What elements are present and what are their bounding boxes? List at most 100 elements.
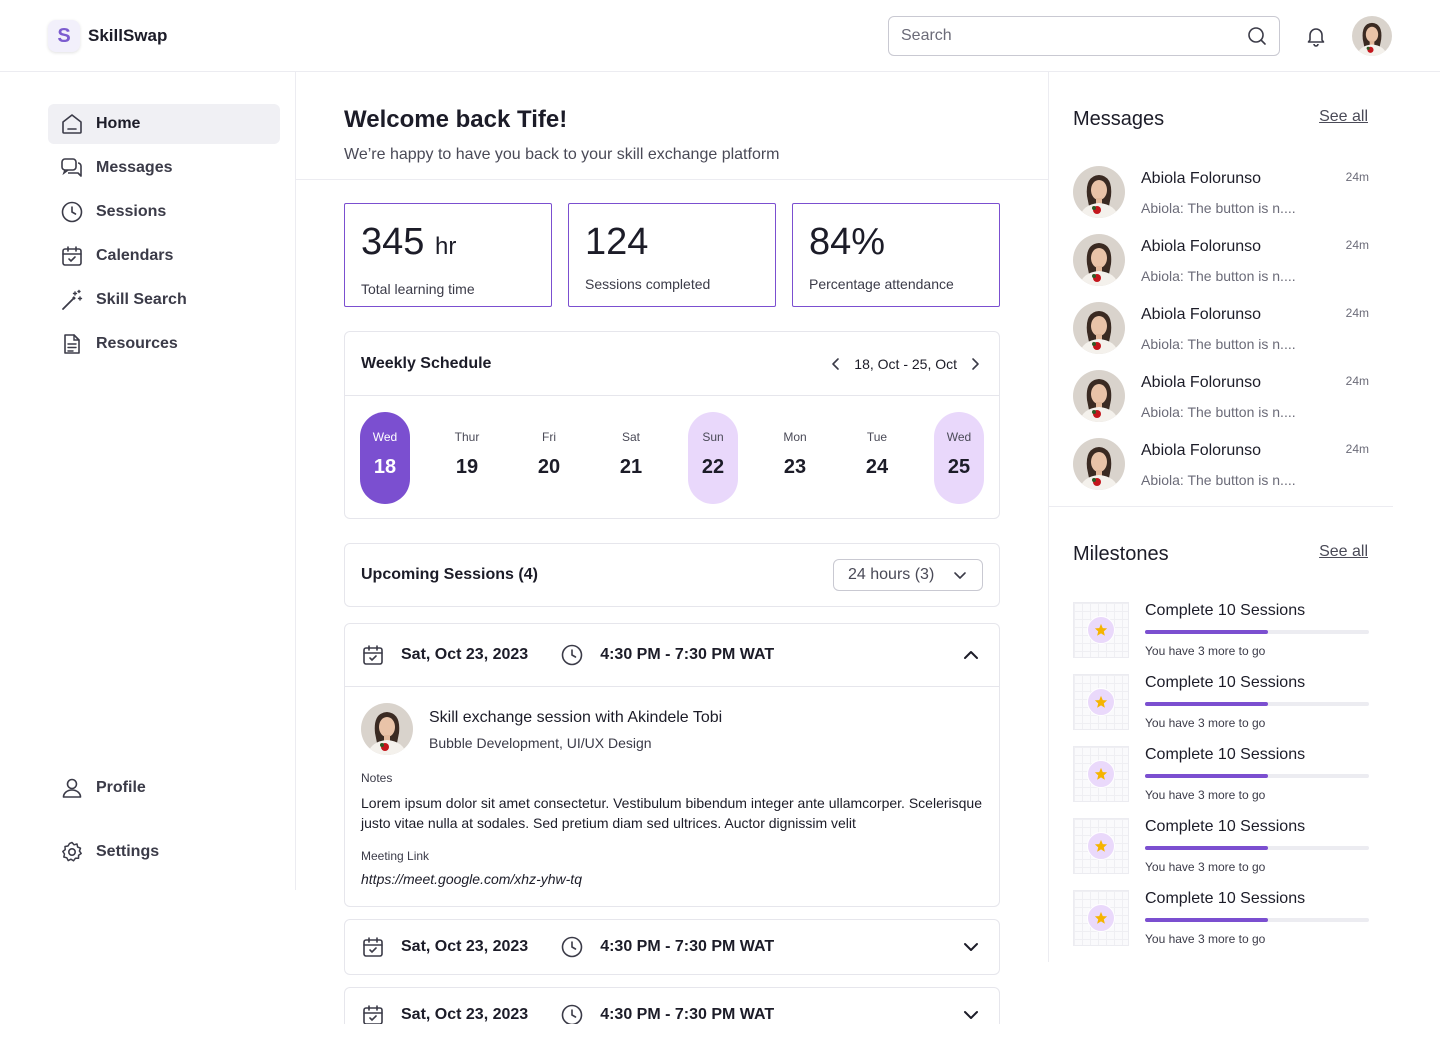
user-avatar[interactable]: [1352, 16, 1392, 56]
right-panel: Messages See all Abiola Folorunso Abiola…: [1048, 72, 1440, 962]
message-item[interactable]: Abiola Folorunso Abiola: The button is n…: [1073, 438, 1369, 494]
avatar: [1073, 302, 1125, 354]
milestone-item[interactable]: Complete 10 Sessions You have 3 more to g…: [1073, 674, 1369, 732]
day-date: 23: [783, 456, 807, 478]
calendar-icon: [361, 643, 385, 667]
message-time: 24m: [1345, 374, 1369, 388]
gear-icon: [60, 840, 84, 864]
day-name: Mon: [783, 430, 807, 444]
day-name: Sun: [702, 430, 724, 444]
session-card: Sat, Oct 23, 2023 4:30 PM - 7:30 PM WAT: [344, 919, 1000, 975]
sidebar-item-profile[interactable]: Profile: [48, 768, 280, 808]
search-input[interactable]: [901, 27, 1247, 45]
message-time: 24m: [1345, 238, 1369, 252]
milestone-subtitle: You have 3 more to go: [1145, 932, 1266, 946]
clock-icon: [60, 200, 84, 224]
day-item[interactable]: Fri 20: [524, 412, 574, 504]
milestone-item[interactable]: Complete 10 Sessions You have 3 more to g…: [1073, 818, 1369, 876]
search-box[interactable]: [888, 16, 1280, 56]
chevron-down-icon[interactable]: [961, 1005, 981, 1024]
time-filter-value: 24 hours (3): [848, 566, 935, 583]
chevron-left-icon[interactable]: [828, 356, 844, 372]
milestone-badge: [1073, 746, 1129, 802]
milestone-subtitle: You have 3 more to go: [1145, 860, 1266, 874]
milestone-item[interactable]: Complete 10 Sessions You have 3 more to g…: [1073, 746, 1369, 804]
session-header[interactable]: Sat, Oct 23, 2023 4:30 PM - 7:30 PM WAT: [345, 988, 999, 1024]
sidebar-item-messages[interactable]: Messages: [48, 148, 280, 188]
session-date: Sat, Oct 23, 2023: [401, 646, 529, 663]
day-name: Wed: [372, 430, 398, 444]
milestone-progress-fill: [1145, 846, 1269, 850]
chevron-down-icon: [952, 567, 968, 583]
chevron-up-icon[interactable]: [961, 645, 981, 665]
message-time: 24m: [1345, 306, 1369, 320]
day-item[interactable]: Sun 22: [688, 412, 738, 504]
avatar: [1073, 438, 1125, 490]
day-item[interactable]: Wed 25: [934, 412, 984, 504]
message-sender: Abiola Folorunso: [1141, 238, 1262, 255]
stat-label: Total learning time: [361, 281, 475, 297]
message-item[interactable]: Abiola Folorunso Abiola: The button is n…: [1073, 302, 1369, 358]
chevron-right-icon[interactable]: [967, 356, 983, 372]
divider: [296, 179, 1048, 180]
avatar: [1073, 166, 1125, 218]
sidebar-item-settings[interactable]: Settings: [48, 832, 280, 872]
milestone-progress-bar: [1145, 846, 1369, 850]
message-item[interactable]: Abiola Folorunso Abiola: The button is n…: [1073, 166, 1369, 222]
sidebar-item-calendars[interactable]: Calendars: [48, 236, 280, 276]
avatar: [1073, 370, 1125, 422]
message-sender: Abiola Folorunso: [1141, 374, 1262, 391]
message-time: 24m: [1345, 442, 1369, 456]
messages-see-all-link[interactable]: See all: [1319, 108, 1368, 125]
day-item[interactable]: Mon 23: [770, 412, 820, 504]
sidebar-item-sessions[interactable]: Sessions: [48, 192, 280, 232]
milestone-item[interactable]: Complete 10 Sessions You have 3 more to g…: [1073, 602, 1369, 660]
sidebar-item-label: Settings: [96, 843, 160, 860]
meeting-link[interactable]: https://meet.google.com/xhz-yhw-tq: [361, 871, 582, 887]
sidebar-item-resources[interactable]: Resources: [48, 324, 280, 364]
search-icon[interactable]: [1247, 26, 1267, 46]
document-icon: [60, 332, 84, 356]
milestone-subtitle: You have 3 more to go: [1145, 716, 1266, 730]
milestone-progress-bar: [1145, 774, 1369, 778]
upcoming-sessions-header: Upcoming Sessions (4) 24 hours (3): [344, 543, 1000, 607]
session-date: Sat, Oct 23, 2023: [401, 1006, 529, 1023]
message-time: 24m: [1345, 170, 1369, 184]
session-header[interactable]: Sat, Oct 23, 2023 4:30 PM - 7:30 PM WAT: [345, 920, 999, 974]
avatar: [1073, 234, 1125, 286]
day-item[interactable]: Sat 21: [606, 412, 656, 504]
milestone-title: Complete 10 Sessions: [1145, 818, 1306, 835]
message-item[interactable]: Abiola Folorunso Abiola: The button is n…: [1073, 234, 1369, 290]
star-icon: [1087, 616, 1115, 644]
session-details: Skill exchange session with Akindele Tob…: [345, 686, 999, 903]
sidebar-item-label: Profile: [96, 779, 146, 796]
milestone-badge: [1073, 674, 1129, 730]
sidebar-item-home[interactable]: Home: [48, 104, 280, 144]
day-date: 25: [947, 456, 971, 478]
day-item[interactable]: Thur 19: [442, 412, 492, 504]
session-header[interactable]: Sat, Oct 23, 2023 4:30 PM - 7:30 PM WAT: [345, 624, 999, 686]
stat-label: Percentage attendance: [809, 276, 954, 292]
weekly-schedule-header: Weekly Schedule 18, Oct - 25, Oct: [345, 332, 999, 396]
sidebar-item-skill-search[interactable]: Skill Search: [48, 280, 280, 320]
milestone-item[interactable]: Complete 10 Sessions You have 3 more to g…: [1073, 890, 1369, 948]
day-date: 21: [619, 456, 643, 478]
session-time: 4:30 PM - 7:30 PM WAT: [600, 938, 775, 955]
chevron-down-icon[interactable]: [961, 937, 981, 957]
time-filter-select[interactable]: 24 hours (3): [833, 559, 983, 591]
milestone-subtitle: You have 3 more to go: [1145, 644, 1266, 658]
stat-unit: hr: [434, 233, 457, 260]
message-item[interactable]: Abiola Folorunso Abiola: The button is n…: [1073, 370, 1369, 426]
date-range-label: 18, Oct - 25, Oct: [854, 355, 957, 372]
stat-label: Sessions completed: [585, 276, 711, 292]
milestone-badge: [1073, 818, 1129, 874]
avatar: [361, 703, 413, 755]
day-item[interactable]: Wed 18: [360, 412, 410, 504]
milestone-badge: [1073, 890, 1129, 946]
app-logo[interactable]: S SkillSwap: [48, 20, 167, 52]
magic-wand-icon: [60, 288, 84, 312]
milestones-see-all-link[interactable]: See all: [1319, 543, 1368, 560]
day-item[interactable]: Tue 24: [852, 412, 902, 504]
notification-bell-icon[interactable]: [1304, 24, 1328, 48]
sidebar: Home Messages Sessions Calendars Skill S…: [0, 72, 296, 890]
